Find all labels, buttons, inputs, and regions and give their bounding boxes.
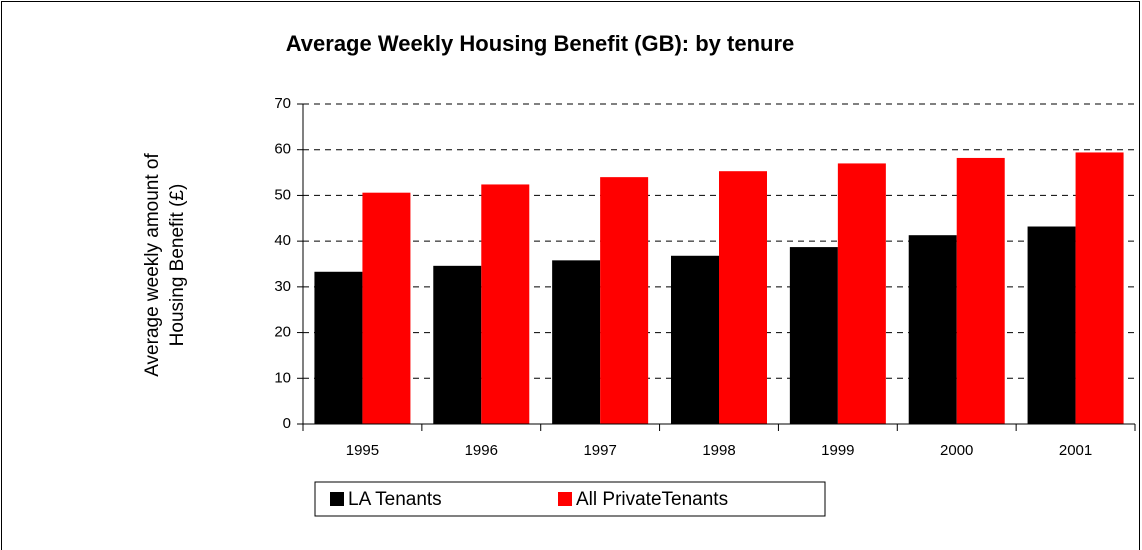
x-tick-label: 1999 [821, 442, 854, 459]
x-tick-label: 2000 [940, 442, 973, 459]
y-tick-label: 20 [274, 324, 291, 341]
y-axis-label: Average weekly amount of Housing Benefit… [142, 153, 188, 377]
bar [362, 192, 411, 424]
x-tick-label: 1998 [702, 442, 735, 459]
bar [1075, 152, 1124, 424]
bar [719, 171, 767, 424]
x-tick-label: 1997 [583, 442, 616, 459]
chart-title: Average Weekly Housing Benefit (GB): by … [286, 31, 795, 56]
y-axis-label-line: Housing Benefit (£) [167, 184, 188, 347]
y-tick-label: 50 [274, 186, 291, 203]
legend-swatch [558, 492, 572, 506]
bar [314, 271, 363, 424]
bar [837, 163, 886, 424]
bar [481, 184, 530, 424]
y-tick-label: 0 [283, 415, 291, 432]
bar [1027, 226, 1076, 424]
bar [552, 260, 601, 424]
y-tick-label: 70 [274, 95, 291, 112]
legend-label: LA Tenants [348, 489, 442, 510]
y-tick-label: 60 [274, 141, 291, 158]
bar [433, 265, 482, 424]
bar [600, 177, 649, 424]
x-tick-label: 1996 [465, 442, 498, 459]
legend-label: All PrivateTenants [576, 489, 728, 510]
x-tick-label: 1995 [346, 442, 379, 459]
legend-swatch [330, 492, 344, 506]
bar [789, 247, 838, 424]
bar [908, 235, 957, 424]
bar [956, 157, 1005, 424]
x-tick-label: 2001 [1059, 442, 1092, 459]
y-axis-label-line: Average weekly amount of [142, 153, 163, 377]
y-tick-label: 40 [274, 232, 291, 249]
y-tick-label: 10 [274, 369, 291, 386]
bar [671, 255, 719, 424]
y-tick-label: 30 [274, 278, 291, 295]
